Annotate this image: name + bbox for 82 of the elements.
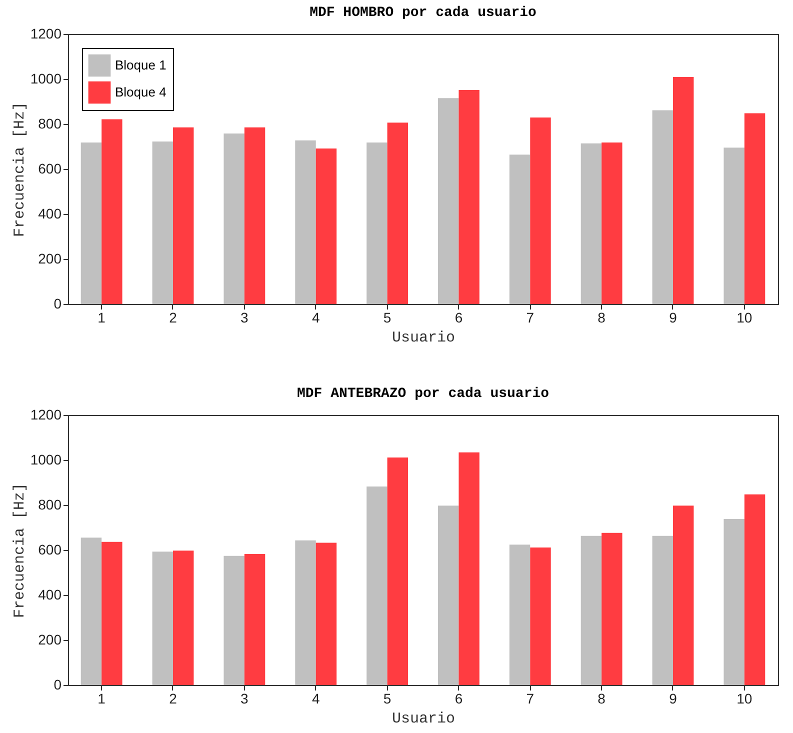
bar [438, 98, 459, 304]
bar [173, 550, 194, 685]
bar [673, 76, 694, 304]
bar [458, 452, 480, 685]
y-axis-title: Frecuencia [Hz] [11, 482, 28, 618]
bar [438, 506, 459, 685]
bar [102, 119, 122, 304]
bar [744, 113, 766, 304]
y-tick-label: 1200 [30, 406, 62, 422]
bar [724, 518, 744, 685]
x-tick-label: 10 [736, 310, 752, 326]
x-tick-label: 8 [598, 690, 606, 706]
bar [580, 143, 602, 304]
bar [316, 148, 337, 304]
x-axis-title: Usuario [392, 710, 456, 728]
bar [173, 127, 194, 304]
bar [244, 554, 266, 685]
y-tick-label: 0 [54, 676, 62, 692]
y-tick-label: 600 [38, 542, 62, 558]
x-axis-title: Usuario [392, 330, 456, 346]
y-tick-label: 1000 [30, 452, 62, 468]
y-tick-label: 0 [54, 296, 62, 312]
bar [580, 536, 602, 685]
x-tick-label: 3 [240, 690, 249, 706]
bar [530, 117, 551, 304]
x-tick-label: 9 [669, 690, 678, 706]
x-tick-label: 7 [526, 310, 534, 326]
y-tick-label: 1000 [30, 70, 62, 86]
bar [387, 122, 408, 304]
x-tick-label: 5 [383, 690, 392, 706]
x-tick-label: 4 [312, 310, 320, 326]
x-tick-label: 10 [736, 690, 752, 706]
bar [509, 544, 530, 685]
chart-title: MDF HOMBRO por cada usuario [310, 5, 536, 21]
x-tick-label: 1 [98, 690, 106, 706]
bar [80, 142, 102, 304]
bar [152, 142, 173, 304]
bar [295, 540, 316, 685]
bar [316, 542, 337, 685]
bar [102, 542, 122, 685]
bar [458, 90, 480, 304]
legend-label: Bloque 4 [115, 84, 166, 100]
x-tick-label: 6 [454, 690, 463, 706]
x-tick-label: 2 [169, 310, 178, 326]
bar [387, 458, 408, 685]
bar [652, 536, 673, 685]
y-tick-label: 800 [38, 116, 62, 132]
x-tick-label: 1 [98, 310, 106, 326]
x-tick-label: 2 [169, 690, 178, 706]
x-tick-label: 6 [454, 310, 463, 326]
bar [224, 133, 244, 304]
y-tick-label: 400 [38, 206, 62, 222]
bar [509, 154, 530, 304]
chart-title: MDF ANTEBRAZO por cada usuario [296, 386, 550, 402]
x-tick-label: 3 [240, 310, 249, 326]
bar [366, 142, 388, 304]
y-tick-label: 200 [38, 632, 62, 648]
bar [724, 148, 744, 304]
y-tick-label: 600 [38, 160, 62, 176]
x-tick-label: 8 [598, 310, 606, 326]
y-tick-label: 200 [38, 250, 62, 266]
y-tick-label: 800 [38, 496, 62, 512]
y-tick-label: 1200 [30, 26, 62, 42]
x-tick-label: 7 [526, 690, 534, 706]
bar [602, 532, 622, 685]
bar [366, 486, 388, 685]
bar [295, 140, 316, 304]
x-tick-label: 5 [383, 310, 392, 326]
bar [744, 494, 766, 685]
bar [80, 538, 102, 685]
bar [530, 548, 551, 685]
bar [602, 142, 622, 304]
bar [652, 110, 673, 304]
x-tick-label: 9 [669, 310, 678, 326]
bar [673, 506, 694, 685]
y-tick-label: 400 [38, 586, 62, 602]
bar [224, 556, 244, 685]
bar [244, 127, 266, 304]
x-tick-label: 4 [312, 690, 320, 706]
y-axis-title: Frecuencia [Hz] [11, 102, 28, 238]
legend-label: Bloque 1 [115, 58, 166, 72]
bar [152, 552, 173, 685]
